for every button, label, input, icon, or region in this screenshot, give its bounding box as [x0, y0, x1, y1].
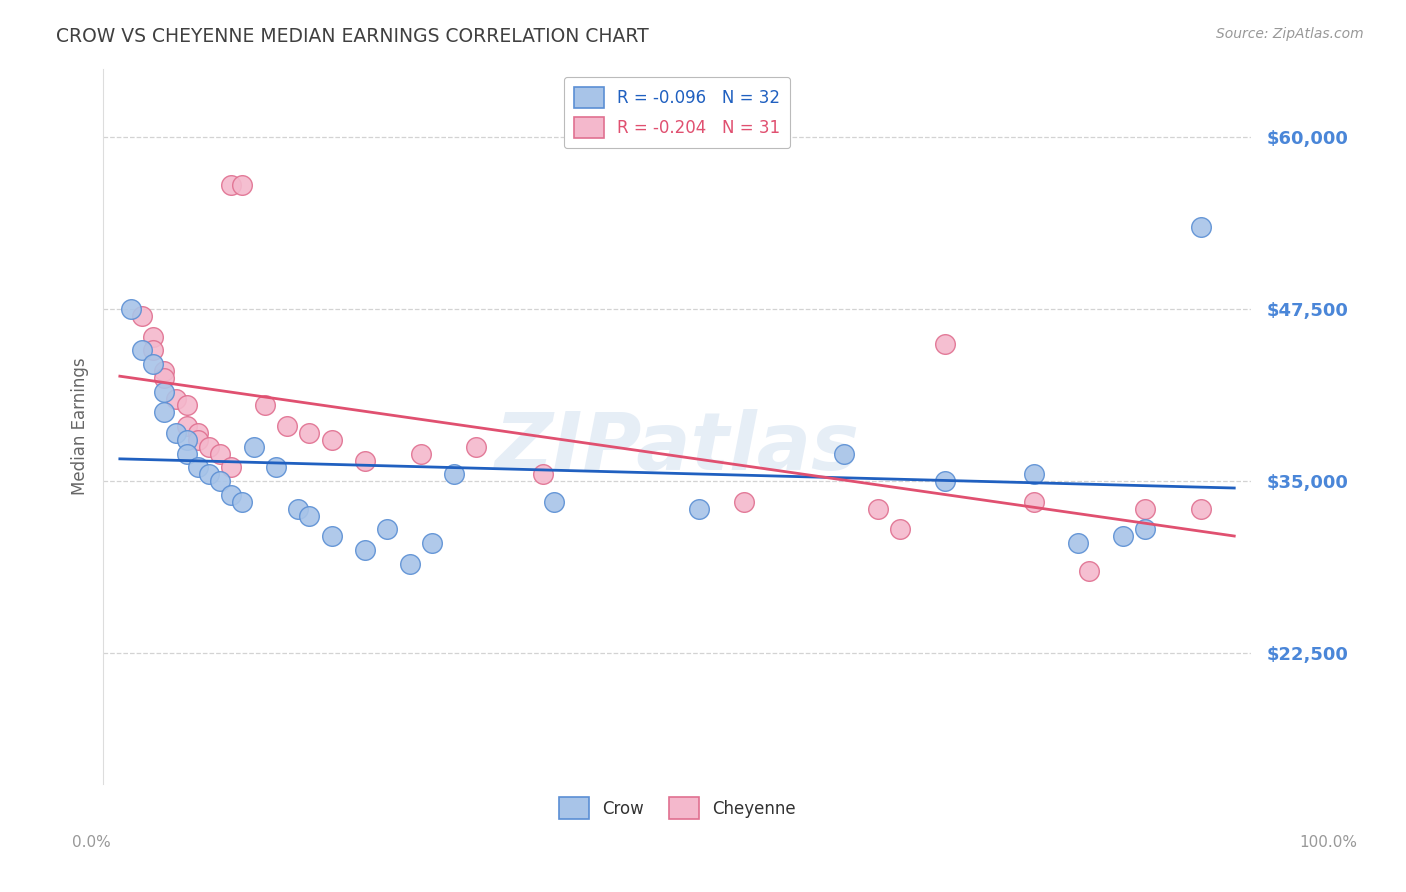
- Point: [298, 425, 321, 440]
- Point: [934, 474, 956, 488]
- Point: [165, 425, 187, 440]
- Point: [142, 343, 165, 358]
- Point: [176, 447, 198, 461]
- Text: 100.0%: 100.0%: [1299, 836, 1358, 850]
- Point: [187, 460, 209, 475]
- Point: [409, 447, 432, 461]
- Point: [276, 419, 298, 434]
- Point: [465, 440, 488, 454]
- Point: [153, 364, 176, 378]
- Point: [209, 447, 232, 461]
- Point: [1133, 501, 1156, 516]
- Point: [187, 425, 209, 440]
- Point: [398, 557, 420, 571]
- Point: [321, 529, 343, 543]
- Point: [264, 460, 287, 475]
- Text: 0.0%: 0.0%: [72, 836, 111, 850]
- Point: [934, 336, 956, 351]
- Text: ZIPatlas: ZIPatlas: [495, 409, 859, 486]
- Point: [242, 440, 264, 454]
- Point: [198, 467, 221, 482]
- Point: [176, 399, 198, 413]
- Point: [889, 522, 911, 536]
- Point: [231, 178, 253, 193]
- Point: [1067, 536, 1090, 550]
- Point: [688, 501, 710, 516]
- Point: [321, 433, 343, 447]
- Point: [1112, 529, 1135, 543]
- Point: [153, 405, 176, 419]
- Point: [733, 495, 755, 509]
- Point: [354, 542, 377, 557]
- Point: [153, 384, 176, 399]
- Point: [142, 329, 165, 343]
- Point: [1133, 522, 1156, 536]
- Point: [219, 460, 242, 475]
- Point: [131, 309, 153, 323]
- Point: [153, 371, 176, 385]
- Legend: Crow, Cheyenne: Crow, Cheyenne: [553, 790, 803, 825]
- Point: [231, 495, 253, 509]
- Point: [443, 467, 465, 482]
- Point: [209, 474, 232, 488]
- Point: [832, 447, 855, 461]
- Point: [219, 178, 242, 193]
- Text: CROW VS CHEYENNE MEDIAN EARNINGS CORRELATION CHART: CROW VS CHEYENNE MEDIAN EARNINGS CORRELA…: [56, 27, 650, 45]
- Point: [531, 467, 554, 482]
- Point: [176, 433, 198, 447]
- Point: [142, 357, 165, 371]
- Point: [131, 343, 153, 358]
- Point: [1078, 564, 1101, 578]
- Point: [253, 399, 276, 413]
- Point: [198, 440, 221, 454]
- Point: [176, 419, 198, 434]
- Point: [866, 501, 889, 516]
- Point: [420, 536, 443, 550]
- Point: [287, 501, 309, 516]
- Point: [298, 508, 321, 523]
- Point: [187, 433, 209, 447]
- Y-axis label: Median Earnings: Median Earnings: [72, 358, 89, 495]
- Point: [354, 453, 377, 467]
- Point: [219, 488, 242, 502]
- Point: [375, 522, 398, 536]
- Point: [1189, 501, 1212, 516]
- Point: [120, 302, 142, 317]
- Point: [543, 495, 565, 509]
- Point: [165, 392, 187, 406]
- Point: [1189, 219, 1212, 234]
- Text: Source: ZipAtlas.com: Source: ZipAtlas.com: [1216, 27, 1364, 41]
- Point: [1022, 495, 1045, 509]
- Point: [1022, 467, 1045, 482]
